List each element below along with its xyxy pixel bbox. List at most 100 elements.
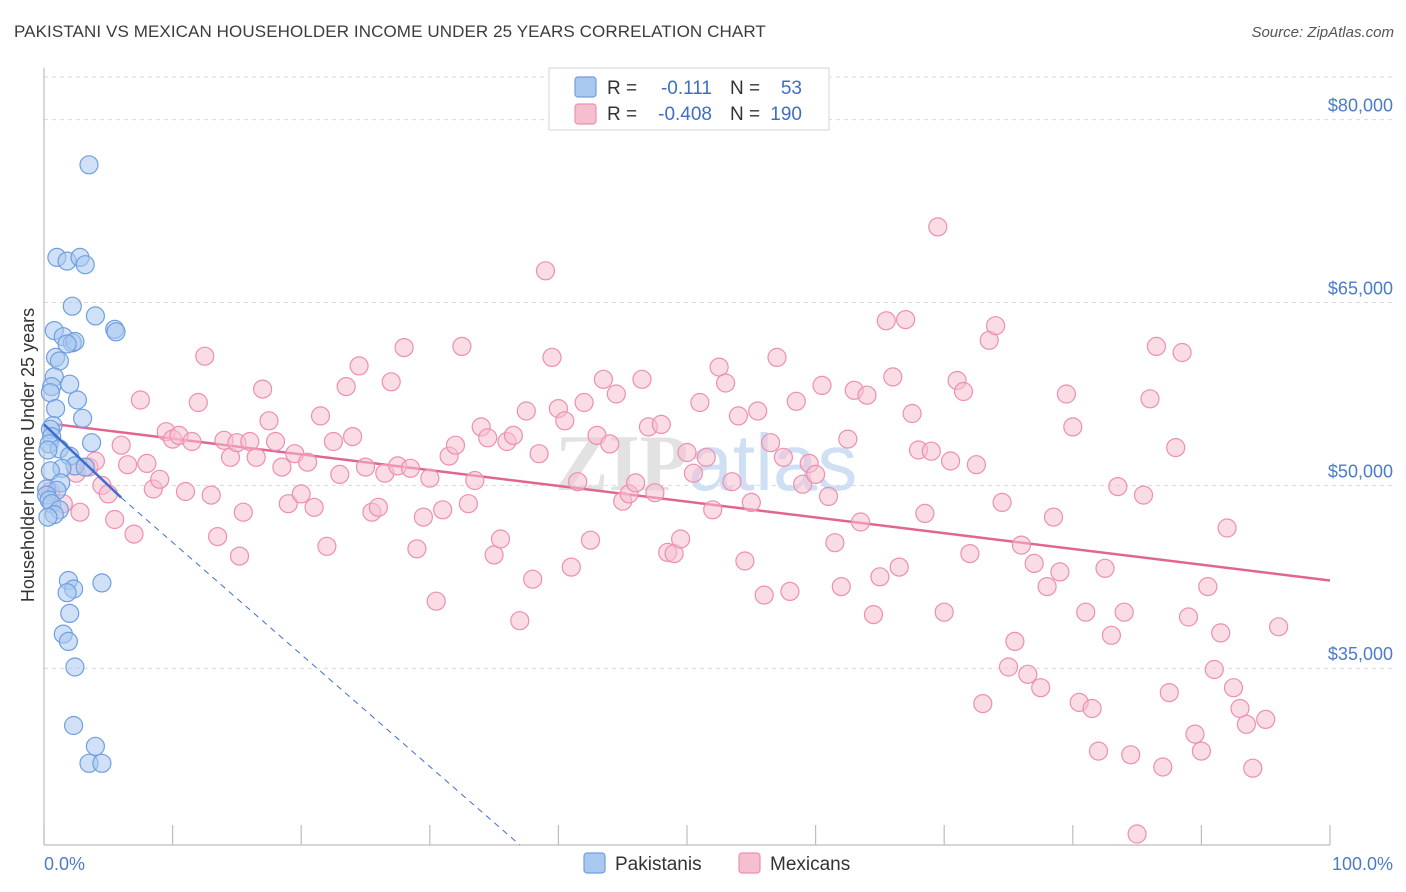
mexican-point [606,384,626,404]
mexican-point [1127,824,1147,844]
mexican-point [696,447,716,467]
pakistani-point [63,715,84,736]
legend-n-value-1: 53 [781,78,802,99]
mexican-point [291,484,311,504]
pakistani-point [75,457,95,477]
pakistani-point [38,507,58,527]
mexican-point [998,657,1019,677]
mexican-point [253,379,273,399]
mexican-point [336,377,356,397]
y-tick-label: $80,000 [1328,96,1393,116]
mexican-point [812,375,832,395]
mexican-point [1133,485,1154,505]
mexican-point [838,429,858,449]
mexican-point [516,401,536,421]
mexican-point [458,494,478,514]
mexican-point [625,473,646,493]
mexican-point [137,453,157,473]
mexican-point [992,492,1012,512]
mexican-point [195,346,215,366]
mexican-point [786,391,806,411]
pakistani-point [38,440,58,460]
mexican-point [1024,553,1044,574]
mexican-point [735,551,755,571]
mexican-point [394,338,414,358]
mexican-point [1204,659,1224,680]
points-layer [36,155,1289,844]
mexican-point [574,392,594,413]
mexican-point [1268,617,1289,637]
mexican-point [400,458,421,478]
pakistani-point [65,657,85,677]
mexican-point [150,469,170,489]
mexican-point [246,447,266,467]
mexican-point [568,472,588,492]
mexican-point [510,611,530,631]
mexican-point [767,347,787,367]
mexican-point [940,451,961,471]
mexican-point [561,557,581,577]
mexican-point [1153,757,1173,777]
mexican-point [741,492,761,512]
pakistani-point [92,573,112,593]
pakistani-point [62,296,82,316]
pakistani-point [40,383,61,403]
mexican-point [105,509,125,530]
pakistani-point [67,390,88,410]
mexican-point [490,529,511,549]
pakistani-point [60,603,80,624]
mexican-point [928,217,948,237]
mexican-point [304,497,324,517]
mexican-point [1018,664,1038,684]
mexican-point [1114,602,1134,622]
mexican-point [966,455,987,475]
mexican-point [433,500,453,520]
pakistani-point [81,433,102,453]
mexican-point [1146,336,1167,356]
pakistani-point [79,155,99,175]
mexican-point [973,693,993,714]
y-tick-labels: $80,000 $65,000 $50,000 $35,000 [1328,96,1393,665]
legend-r-value-2: -0.408 [658,104,712,125]
mexican-point [298,452,318,472]
mexican-point [1256,709,1276,730]
mexican-point [208,526,228,547]
mexican-point [445,435,466,455]
mexican-point [1108,477,1128,497]
x-tick-label-max: 100.0% [1332,854,1393,874]
correlation-legend: R = -0.111 N = 53 R = -0.408 N = 190 [548,67,830,131]
mexican-point [921,441,941,461]
mexican-point [426,591,446,611]
pakistani-point [45,399,66,419]
mexican-point [780,581,800,602]
mexican-point [111,435,131,455]
mexican-point [1140,389,1160,409]
mexican-point [1056,384,1077,404]
mexican-point [259,411,279,431]
mexican-point [98,484,118,504]
mexican-point [1037,576,1057,597]
mexican-point [715,373,736,393]
pakistani-point [75,255,95,275]
legend-n-label-2: N = [730,104,760,125]
mexican-point [310,406,331,426]
mexican-point [368,497,388,517]
mexican-point [1211,623,1231,643]
pakistani-point [106,322,126,342]
mexican-point [465,470,485,491]
mexican-point [895,310,916,330]
legend-swatch-pakistanis [574,76,597,98]
bottom-legend-swatch-pakistanis [583,852,606,874]
mexican-point [452,336,472,356]
mexican-point [850,512,871,532]
mexican-point [1088,741,1109,761]
mexican-point [1082,698,1102,719]
mexican-point [484,545,504,565]
mexican-point [754,585,774,605]
y-tick-label: $50,000 [1328,461,1393,481]
mexican-point [1095,558,1115,578]
mexican-point [985,316,1006,336]
mexican-point [349,356,369,376]
mexican-point [677,442,697,463]
mexican-point [407,539,427,559]
